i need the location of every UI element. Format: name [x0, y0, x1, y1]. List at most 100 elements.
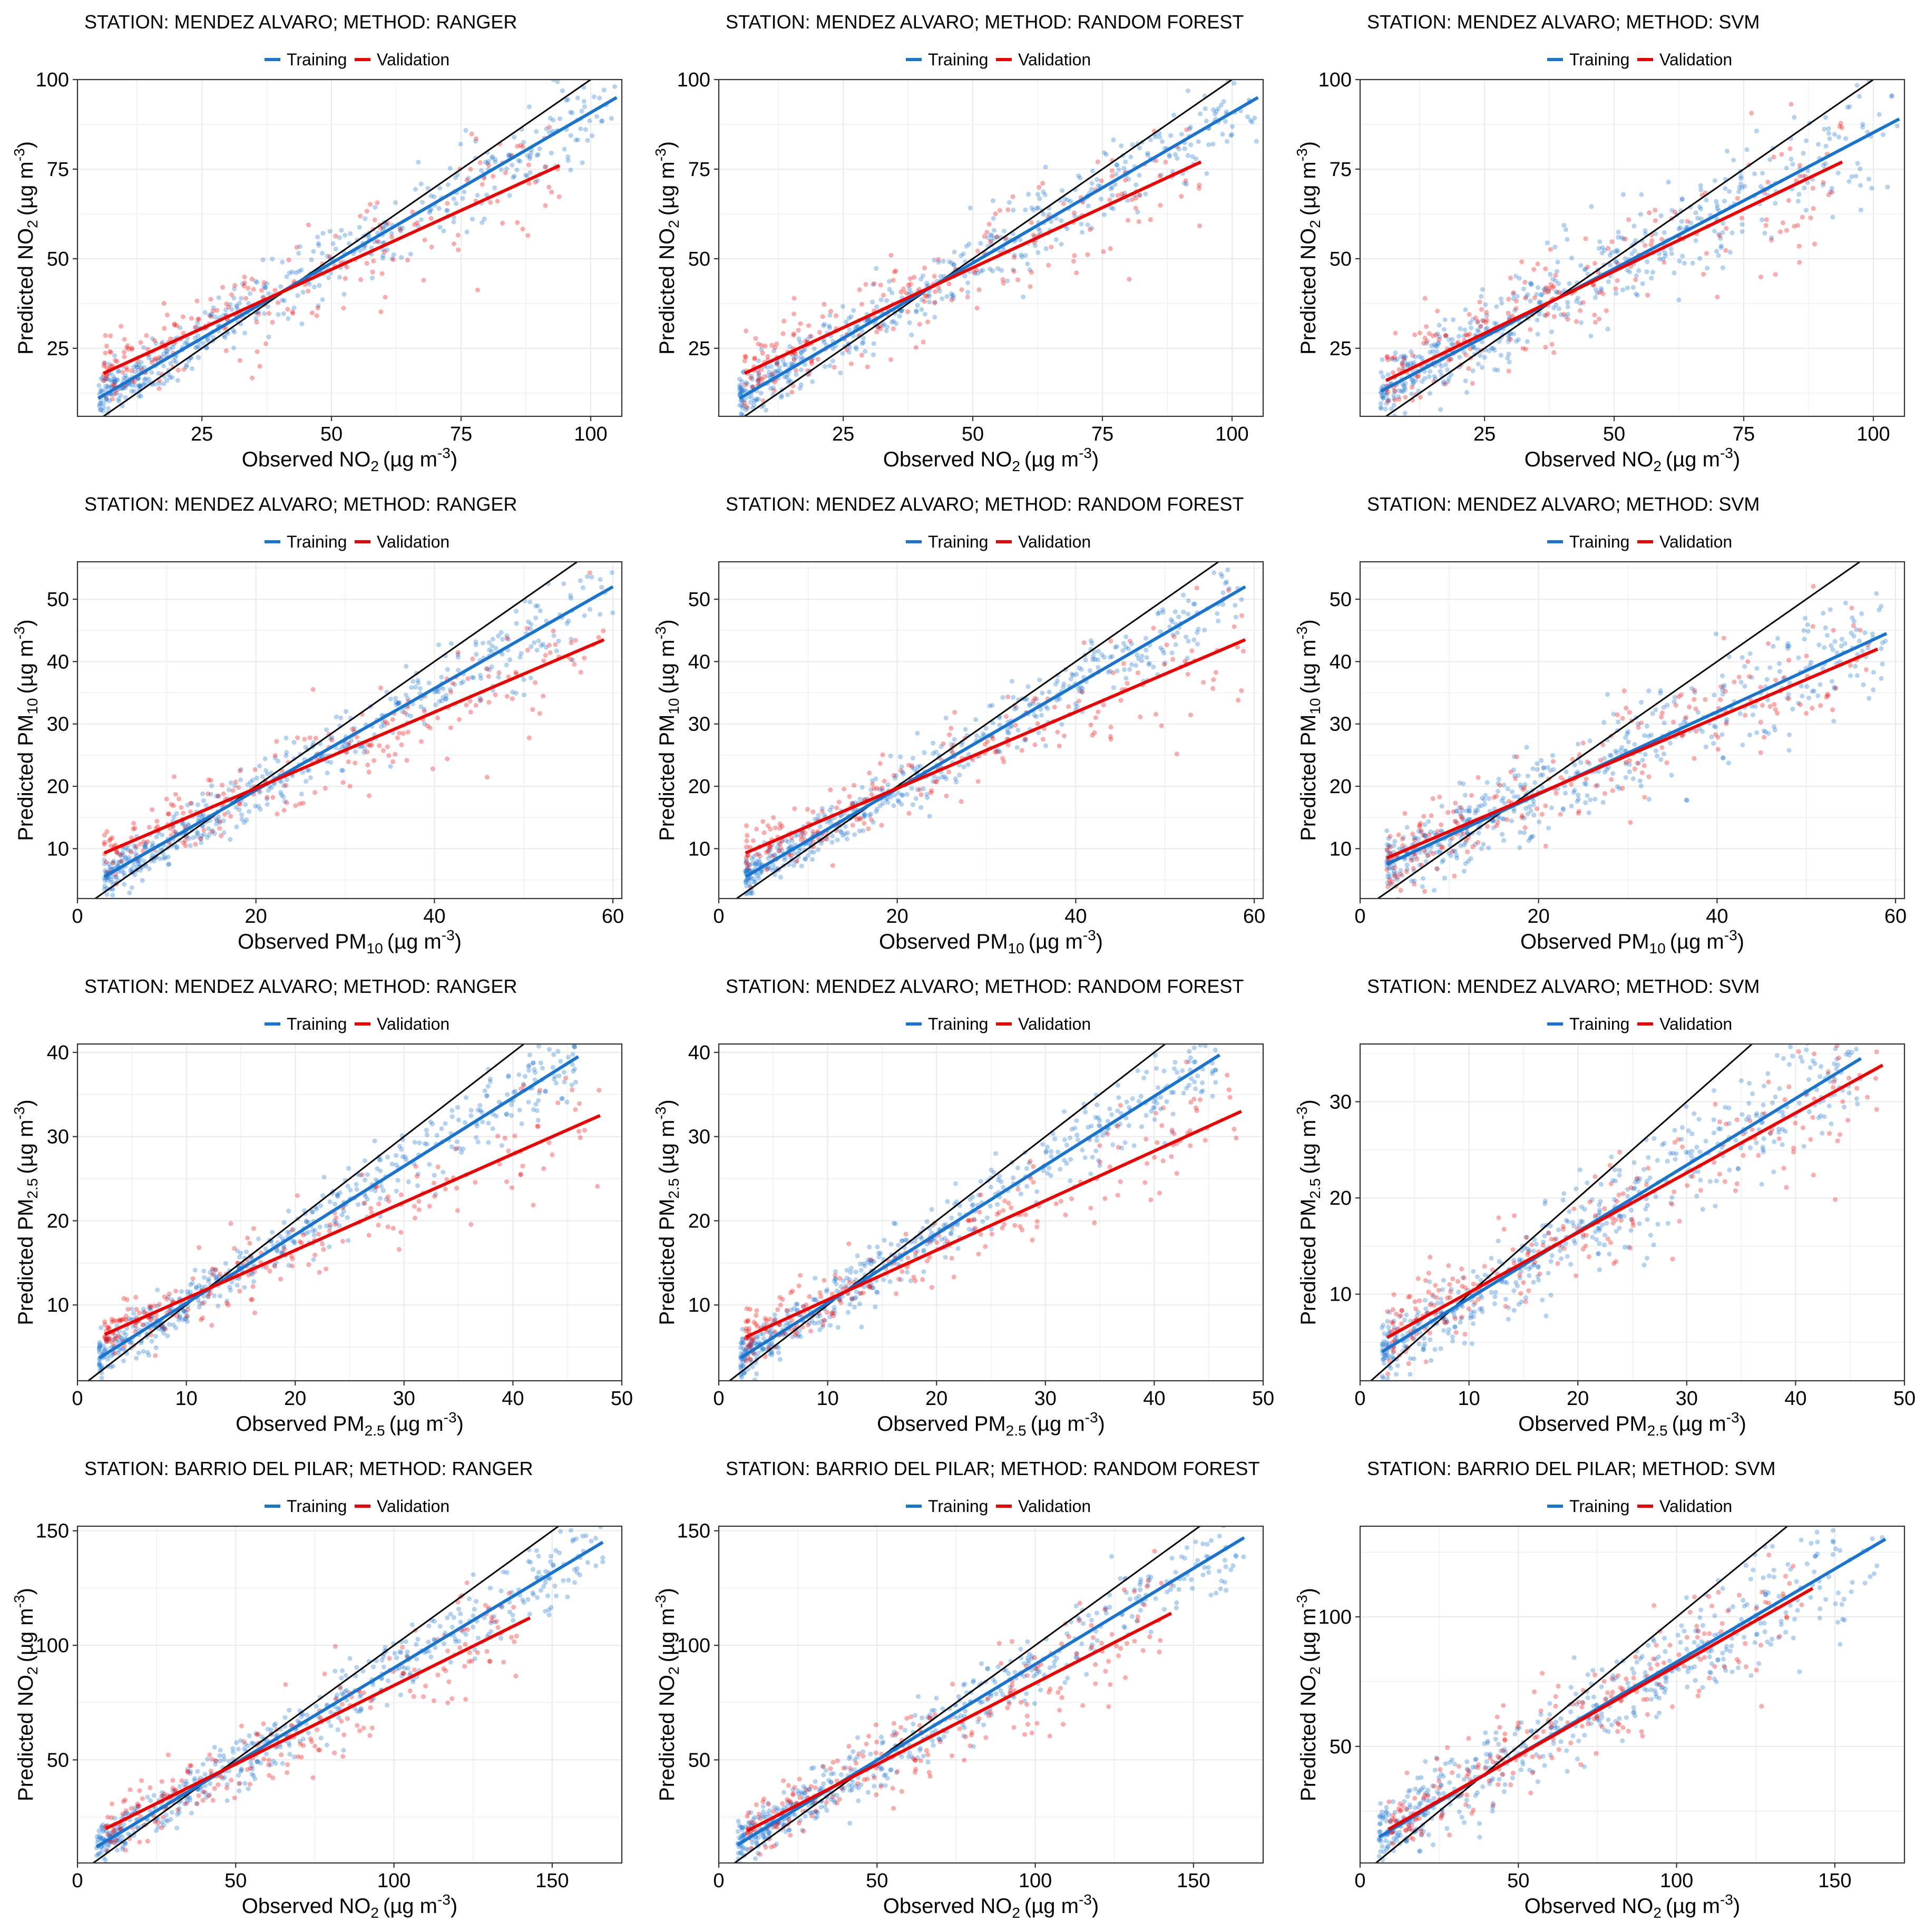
- validation-point: [270, 319, 275, 325]
- training-point: [949, 260, 954, 266]
- training-point: [133, 383, 138, 388]
- validation-point: [177, 796, 182, 802]
- validation-point: [1037, 184, 1042, 190]
- validation-point: [124, 345, 130, 350]
- validation-point: [770, 854, 775, 859]
- validation-point: [986, 221, 992, 227]
- training-point: [775, 360, 780, 366]
- validation-point: [789, 853, 794, 858]
- training-point: [355, 1202, 361, 1207]
- training-point: [1078, 685, 1083, 690]
- validation-point: [1197, 182, 1202, 188]
- identity-line: [743, 80, 1234, 416]
- validation-point: [1833, 686, 1839, 691]
- training-point: [195, 802, 201, 807]
- training-point: [748, 891, 753, 896]
- validation-point: [290, 311, 296, 316]
- training-point: [102, 857, 107, 863]
- training-point: [1492, 320, 1497, 326]
- validation-point: [196, 316, 202, 321]
- validation-point: [1643, 243, 1648, 248]
- validation-point: [1465, 849, 1470, 854]
- training-point: [1796, 655, 1801, 660]
- training-point: [1395, 896, 1401, 899]
- validation-point: [1011, 269, 1017, 274]
- training-point: [1037, 196, 1042, 201]
- validation-point: [1570, 757, 1575, 762]
- validation-point: [145, 839, 150, 844]
- training-point: [1137, 145, 1142, 151]
- validation-point: [1418, 821, 1423, 826]
- validation-point: [803, 339, 808, 344]
- training-point: [1202, 627, 1207, 633]
- validation-point: [1659, 237, 1665, 242]
- training-point: [290, 1227, 296, 1232]
- training-point: [1389, 882, 1394, 887]
- training-point: [561, 581, 566, 587]
- training-point: [1690, 260, 1695, 266]
- training-point: [932, 774, 937, 779]
- training-point: [1147, 661, 1152, 666]
- training-point: [963, 727, 968, 732]
- x-tick-label: 40: [423, 905, 445, 928]
- training-point: [1599, 250, 1605, 256]
- validation-point: [181, 367, 187, 372]
- training-point: [1134, 652, 1140, 658]
- validation-point: [1803, 711, 1809, 716]
- validation-point: [1795, 223, 1801, 228]
- training-point: [1498, 296, 1503, 301]
- training-point: [991, 216, 996, 221]
- training-point: [1718, 245, 1724, 250]
- validation-point: [893, 268, 898, 274]
- validation-point: [985, 739, 990, 744]
- validation-point: [1012, 255, 1017, 260]
- training-point: [1204, 119, 1209, 124]
- training-point: [1737, 711, 1743, 716]
- training-point: [776, 841, 781, 846]
- training-point: [1451, 317, 1456, 323]
- validation-point: [867, 770, 872, 776]
- training-point: [527, 156, 532, 161]
- training-point: [486, 640, 492, 645]
- validation-point: [1393, 330, 1398, 336]
- training-point: [1388, 865, 1393, 870]
- validation-point: [315, 305, 320, 311]
- validation-point: [765, 823, 771, 828]
- training-point: [991, 236, 996, 241]
- training-point: [282, 298, 287, 304]
- validation-point: [878, 326, 883, 331]
- validation-point: [181, 840, 186, 845]
- training-point: [1409, 349, 1414, 354]
- training-point: [1047, 212, 1052, 217]
- validation-point: [486, 162, 491, 168]
- training-point: [112, 376, 117, 382]
- validation-point: [925, 319, 931, 325]
- training-point: [376, 239, 382, 245]
- training-point: [164, 352, 170, 357]
- validation-point: [1435, 308, 1440, 314]
- validation-point: [874, 329, 880, 335]
- training-point: [919, 307, 924, 313]
- training-point: [278, 284, 284, 289]
- training-point: [451, 214, 457, 220]
- training-point: [1578, 760, 1584, 765]
- validation-point: [1800, 214, 1805, 220]
- training-point: [150, 841, 155, 846]
- legend: Training Validation: [265, 50, 450, 69]
- training-point: [194, 833, 200, 838]
- training-point: [110, 860, 115, 865]
- training-point: [1221, 99, 1226, 104]
- validation-point: [1388, 881, 1393, 886]
- validation-point: [1384, 355, 1390, 360]
- training-point: [1381, 395, 1386, 400]
- validation-point: [750, 384, 755, 389]
- training-point: [305, 768, 310, 773]
- validation-point: [1398, 872, 1403, 877]
- validation-point: [806, 323, 812, 328]
- training-point: [110, 893, 115, 898]
- training-point: [517, 159, 523, 164]
- training-point: [610, 54, 615, 58]
- training-point: [385, 247, 390, 252]
- validation-point: [1620, 716, 1625, 721]
- training-point: [348, 738, 354, 743]
